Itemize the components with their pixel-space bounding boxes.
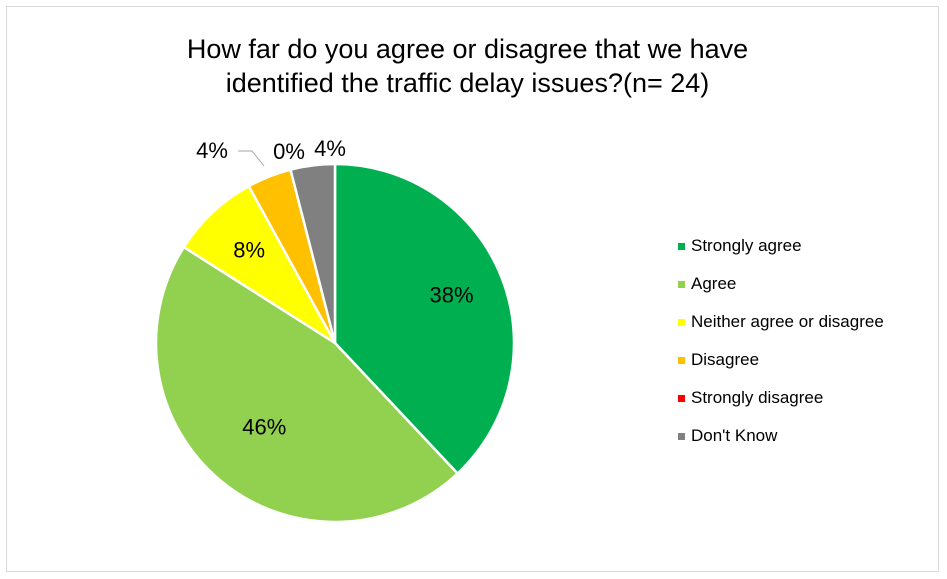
pie-slice-don-t-know <box>289 162 337 345</box>
legend-swatch <box>678 356 685 364</box>
legend-swatch <box>678 318 685 326</box>
legend-label: Don't Know <box>691 426 778 445</box>
legend-label: Strongly disagree <box>691 388 824 407</box>
data-label-neither-agree-or-disagree: 8% <box>233 238 265 263</box>
legend-label: Agree <box>691 274 737 293</box>
legend-swatch <box>678 432 685 440</box>
legend-item-don-t-know: Don't Know <box>678 422 884 450</box>
data-label-disagree: 4% <box>196 138 228 163</box>
data-label-strongly-disagree: 0% <box>273 139 305 164</box>
legend-label: Disagree <box>691 350 760 369</box>
legend-label: Neither agree or disagree <box>691 312 884 331</box>
chart-title-line-2: identified the traffic delay issues?(n= … <box>225 68 710 98</box>
legend-label: Strongly agree <box>691 236 802 255</box>
pie-slice-agree <box>154 245 459 524</box>
legend-item-disagree: Disagree <box>678 346 884 374</box>
chart-title-line-1: How far do you agree or disagree that we… <box>186 34 749 64</box>
chart-title: How far do you agree or disagree that we… <box>0 32 935 100</box>
pie-slice-strongly-agree <box>333 162 516 475</box>
data-label-agree: 46% <box>242 414 286 439</box>
data-label-strongly-agree: 38% <box>429 283 473 308</box>
legend-swatch <box>678 394 685 402</box>
legend-swatch <box>678 280 685 288</box>
legend-item-neither-agree-or-disagree: Neither agree or disagree <box>678 308 884 336</box>
data-label-don-t-know: 4% <box>314 136 346 161</box>
legend-swatch <box>678 242 685 250</box>
leader-line <box>238 150 265 167</box>
chart-legend: Strongly agree Agree Neither agree or disa… <box>678 232 884 460</box>
pie-slice-neither-agree-or-disagree <box>182 184 337 345</box>
legend-item-agree: Agree <box>678 270 884 298</box>
legend-item-strongly-disagree: Strongly disagree <box>678 384 884 412</box>
legend-item-strongly-agree: Strongly agree <box>678 232 884 260</box>
